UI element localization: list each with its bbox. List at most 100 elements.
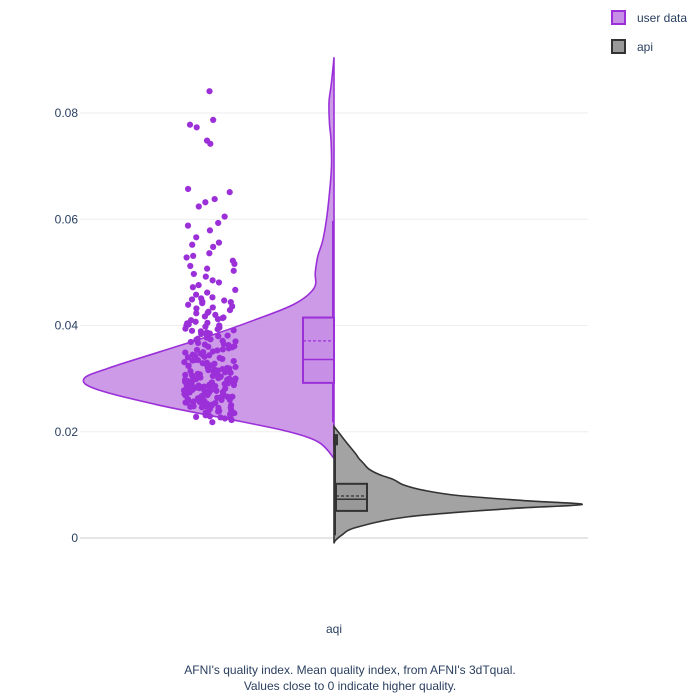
data-point [190,398,197,406]
violins [82,57,583,544]
data-point [185,362,192,369]
data-point [215,279,223,286]
violin-user-data [82,57,335,461]
data-point [192,318,199,325]
data-point [227,299,234,306]
data-point [230,267,237,274]
data-point [193,234,200,241]
data-point [204,309,211,316]
data-point [214,316,222,323]
legend-swatch [611,39,626,54]
data-point [193,413,200,420]
data-point [206,413,213,420]
data-point [219,314,226,322]
data-point [232,286,239,294]
data-point [228,377,235,384]
strip-points [180,88,239,426]
data-point [208,362,215,369]
data-point [219,365,226,373]
data-point [209,304,216,311]
data-point [196,385,203,392]
data-point [189,351,196,358]
data-point [184,222,192,229]
data-point [184,185,192,193]
data-point [204,289,211,296]
data-point [219,355,226,363]
data-point [198,404,205,411]
data-point [221,415,229,422]
data-point [230,327,237,334]
data-point [193,310,200,317]
data-point [231,260,238,267]
y-tick-label: 0.06 [55,212,79,226]
data-point [201,341,209,348]
violin-api [333,424,583,544]
data-point [182,371,189,379]
data-point [226,306,234,314]
data-point [183,399,190,406]
data-point [232,363,239,371]
data-point [219,388,227,396]
data-point [196,371,203,378]
data-point [203,359,210,366]
data-point [211,195,218,203]
legend-label: api [637,40,653,54]
data-point [193,124,200,131]
data-point [186,121,194,128]
data-point [206,227,214,234]
data-point [220,340,227,348]
y-tick-label: 0 [71,531,78,545]
data-point [215,219,222,227]
data-point [195,203,202,210]
data-point [215,374,222,382]
data-point [224,393,231,400]
data-point [201,397,208,405]
data-point [207,336,214,343]
data-point [207,140,214,147]
data-point [218,396,225,403]
data-point [216,322,223,329]
data-point [189,241,196,248]
data-point [185,301,192,308]
data-point [219,346,226,353]
data-point [232,338,239,345]
data-point [182,376,189,383]
legend: user data api [611,10,687,54]
data-point [227,414,234,422]
box-user-data [302,316,335,384]
data-point [190,252,197,260]
data-point [187,338,194,346]
data-point [202,199,209,206]
data-point [187,262,194,270]
caption-line-1: AFNI's quality index. Mean quality index… [184,663,516,677]
data-point [202,273,209,280]
y-tick-label: 0.02 [55,425,79,439]
box-api [335,482,368,512]
data-point [209,277,216,284]
data-point [184,354,192,361]
data-point [226,189,233,196]
data-point [213,387,220,394]
data-point [200,348,207,356]
data-point [202,323,209,330]
data-point [192,291,200,298]
data-point [201,388,208,395]
data-point [206,250,213,257]
data-point [209,372,216,380]
data-point [201,383,208,390]
data-point [188,372,196,379]
data-point [205,367,212,374]
legend-label: user data [637,11,687,25]
data-point [201,353,208,360]
data-point [202,409,209,416]
data-point [181,359,188,366]
data-point [189,284,196,291]
data-point [224,332,231,339]
data-point [206,88,213,95]
y-tick-label: 0.04 [55,319,79,333]
data-point [188,327,196,334]
data-point [225,345,232,352]
data-point [183,254,190,261]
data-point [195,282,202,289]
data-point [212,382,219,390]
